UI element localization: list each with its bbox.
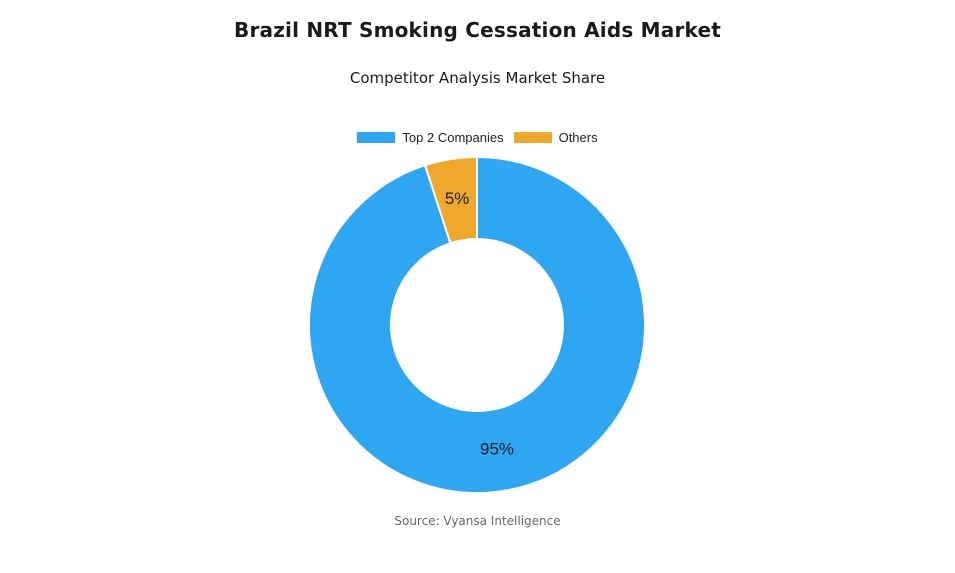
- legend-label-others: Others: [558, 130, 598, 145]
- chart-subtitle: Competitor Analysis Market Share: [349, 69, 606, 87]
- legend: Top 2 Companies Others: [0, 130, 955, 145]
- legend-item-top2[interactable]: Top 2 Companies: [357, 130, 504, 145]
- source-note: Source: Vyansa Intelligence: [394, 514, 561, 528]
- legend-swatch-others: [513, 132, 552, 143]
- legend-item-others[interactable]: Others: [513, 130, 598, 145]
- chart-title: Brazil NRT Smoking Cessation Aids Market: [234, 18, 721, 42]
- slice-top-2-companies[interactable]: [308, 155, 646, 494]
- slice-label-top-2-companies: 95%: [480, 439, 514, 458]
- legend-swatch-top2: [357, 132, 396, 143]
- legend-label-top2: Top 2 Companies: [402, 130, 504, 145]
- slice-others[interactable]: [423, 155, 478, 245]
- slice-label-others: 5%: [445, 189, 470, 208]
